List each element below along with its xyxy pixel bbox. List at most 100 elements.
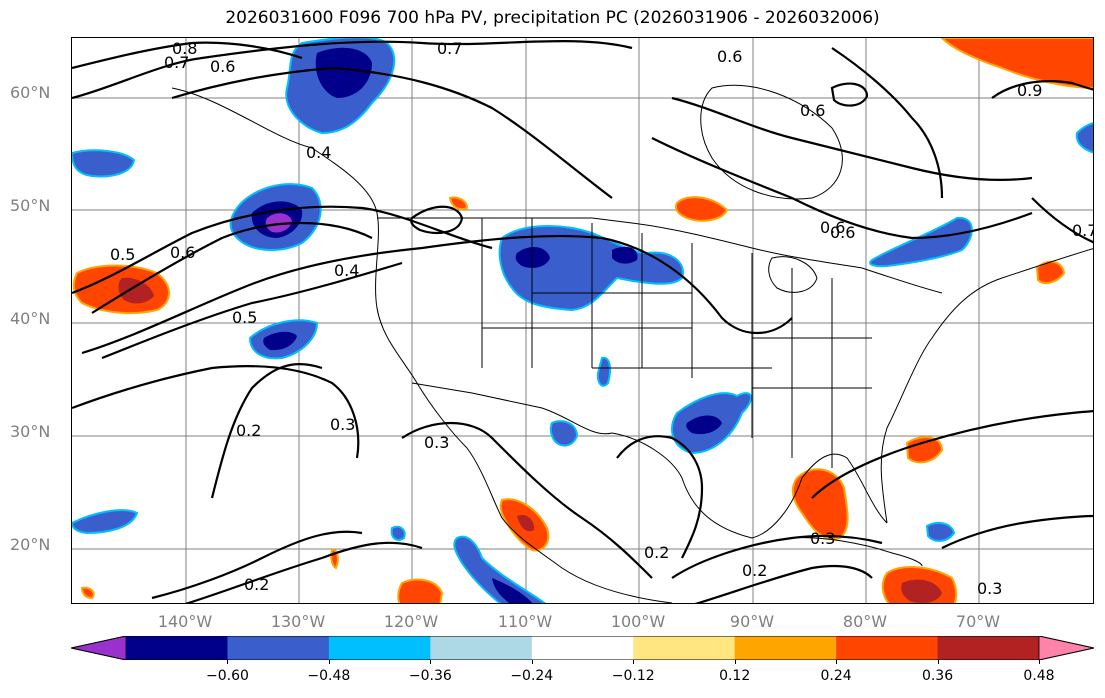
colorbar-tick-mark	[328, 660, 330, 664]
contour-02-mexico	[616, 435, 704, 559]
contour-label: 0.4	[306, 143, 331, 162]
map-svg: 0.8 0.7 0.6 0.7 0.6 0.4 0.5 0.6 0.5 0.4 …	[72, 38, 1094, 603]
colorbar-segment	[430, 636, 533, 660]
colorbar-extend-high	[1038, 636, 1094, 660]
lat-label-20: 20°N	[10, 535, 51, 554]
contour-loop-ne	[830, 82, 869, 107]
precip-pos-atlantic-small	[905, 436, 944, 464]
cuba	[791, 537, 923, 567]
contour-label: 0.2	[244, 575, 269, 594]
precip-pos-greatlakes	[674, 196, 729, 222]
contour-03-bottom	[184, 541, 423, 603]
contour-label: 0.6	[210, 57, 235, 76]
colorbar-segment	[734, 636, 837, 660]
precip-neg-texas-core	[686, 415, 722, 435]
precip-pos-mexico-core	[517, 514, 535, 532]
contour-03-mid	[72, 365, 360, 459]
contour-label: 0.6	[820, 218, 845, 237]
contour-label: 0.3	[330, 415, 355, 434]
colorbar-segment	[633, 636, 736, 660]
colorbar	[71, 636, 1094, 660]
us-mexico-border	[411, 382, 613, 435]
colorbar-tick-mark	[836, 660, 838, 664]
precip-neg-west-low	[72, 509, 139, 535]
colorbar-tick-mark	[227, 660, 229, 664]
contour-06-pacific	[91, 221, 373, 314]
contour-label: 0.6	[170, 243, 195, 262]
precip-neg-rockies-core1	[515, 246, 550, 268]
contour-03-east	[941, 514, 1093, 549]
lon-label-130: 130°W	[270, 612, 326, 631]
precip-neg-small-4	[390, 525, 406, 541]
colorbar-tick-label: −0.36	[408, 668, 452, 684]
colorbar-segment	[227, 636, 330, 660]
precip-pos-bottom-mid	[397, 578, 444, 603]
contour-05-pacific	[72, 205, 493, 295]
colorbar-tick-mark	[531, 660, 533, 664]
contour-label: 0.3	[424, 433, 449, 452]
precip-neg-ca-core	[263, 331, 297, 351]
contour-label: 0.7	[1072, 221, 1094, 240]
contour-label: 0.6	[830, 223, 855, 242]
contour-07-east	[671, 96, 1033, 182]
lat-label-60: 60°N	[10, 83, 51, 102]
contour-03-mexico	[401, 422, 653, 579]
contour-label: 0.4	[334, 261, 359, 280]
precip-neg-rockies	[498, 225, 684, 312]
contour-02-west	[210, 363, 323, 499]
precip-pos-florida	[791, 468, 849, 540]
colorbar-tick-mark	[430, 660, 432, 664]
precip-neg-small-3	[925, 521, 956, 542]
colorbar-tick-label: −0.60	[205, 668, 249, 684]
lon-label-80: 80°W	[842, 612, 888, 631]
map-title: 2026031600 F096 700 hPa PV, precipitatio…	[225, 8, 880, 28]
us-canada-border	[377, 217, 943, 294]
contour-07-ne	[1031, 197, 1093, 244]
lon-label-70: 70°W	[955, 612, 1001, 631]
lon-label-110: 110°W	[497, 612, 553, 631]
precip-pos-caribbean-core	[901, 579, 942, 603]
contour-06-east	[651, 137, 1033, 240]
colorbar-extend-low	[71, 636, 127, 660]
colorbar-tick-mark	[734, 660, 736, 664]
contour-02-gulf	[671, 534, 883, 579]
precip-neg-alaska-core	[315, 47, 372, 98]
contour-label: 0.2	[236, 421, 261, 440]
precip-neg-greatlakes	[869, 216, 973, 268]
lon-label-140: 140°W	[157, 612, 213, 631]
colorbar-tick-label: 0.24	[820, 668, 852, 684]
contour-label: 0.2	[644, 543, 669, 562]
contour-loop-west	[410, 205, 464, 234]
colorbar-tick-mark	[937, 660, 939, 664]
west-coast	[171, 87, 673, 603]
colorbar-tick-label: −0.48	[307, 668, 351, 684]
colorbar-segment	[126, 636, 228, 660]
contour-labels: 0.8 0.7 0.6 0.7 0.6 0.4 0.5 0.6 0.5 0.4 …	[110, 39, 1094, 598]
contour-04	[81, 234, 793, 355]
precip-pos-small-1	[448, 196, 469, 211]
contour-label: 0.3	[977, 579, 1002, 598]
state-lines	[481, 218, 872, 468]
contour-06-ne	[831, 47, 944, 199]
contour-label: 0.2	[742, 561, 767, 580]
precip-neg-ne-right	[1075, 122, 1093, 154]
precip-pos-pacific-core	[118, 277, 154, 304]
lon-label-90: 90°W	[729, 612, 775, 631]
lat-label-30: 30°N	[10, 422, 51, 441]
contour-05-mid	[101, 261, 403, 360]
colorbar-tick-label: −0.12	[611, 668, 655, 684]
gulf-coast	[611, 432, 888, 539]
colorbar-segment	[531, 636, 634, 660]
precip-neg-pnw-peak	[265, 213, 292, 233]
colorbar-tick-mark	[633, 660, 635, 664]
colorbar-tick-label: 0.36	[921, 668, 954, 684]
hudson-bay	[700, 84, 843, 200]
precip-neg-mexico-core	[492, 578, 533, 603]
coastlines-borders	[171, 84, 1093, 603]
east-coast	[880, 248, 1093, 524]
contour-label: 0.9	[1017, 81, 1042, 100]
colorbar-tick-label: −0.24	[510, 668, 554, 684]
precip-pos-small-3	[80, 586, 95, 600]
lat-label-50: 50°N	[10, 196, 51, 215]
contour-label: 0.5	[232, 308, 257, 327]
